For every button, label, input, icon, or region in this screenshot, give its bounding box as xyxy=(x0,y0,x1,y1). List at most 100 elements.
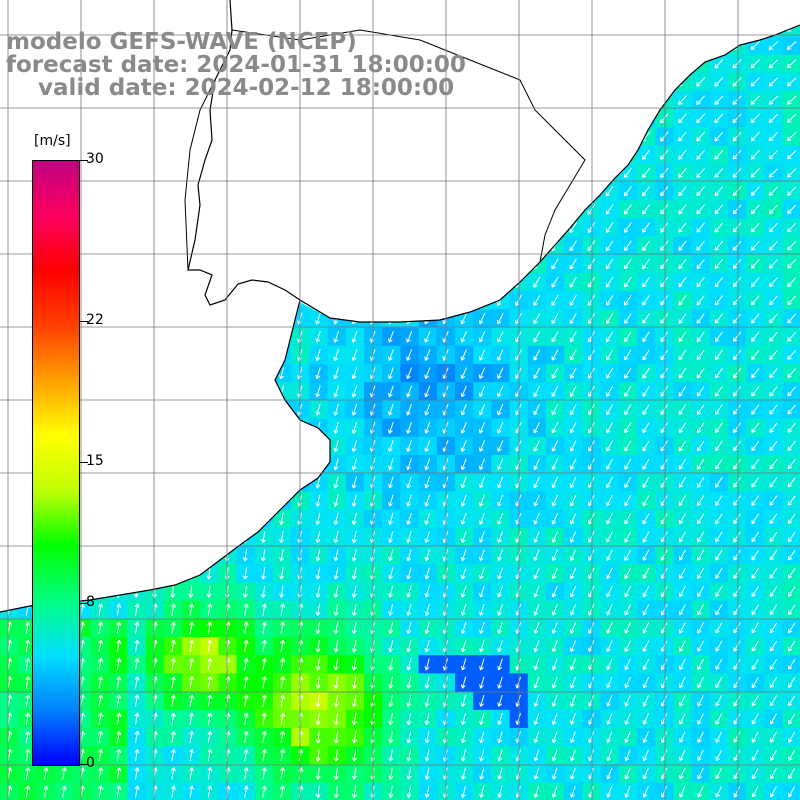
wind-arrow xyxy=(750,240,760,251)
wind-arrow xyxy=(460,349,468,361)
wind-arrow xyxy=(406,785,412,798)
wind-arrow xyxy=(460,403,467,416)
wind-arrow xyxy=(786,59,797,69)
wind-arrow xyxy=(714,77,724,87)
wind-arrow xyxy=(280,785,286,798)
wind-arrow xyxy=(750,95,760,105)
wind-arrow xyxy=(351,549,357,562)
wind-arrow xyxy=(533,440,540,452)
wind-arrow xyxy=(170,712,176,725)
wind-arrow xyxy=(606,676,613,689)
wind-arrow xyxy=(134,694,140,707)
wind-arrow xyxy=(750,150,760,160)
wind-arrow xyxy=(696,404,705,415)
wind-arrow xyxy=(388,512,394,525)
wind-arrow xyxy=(679,731,686,743)
colorbar-unit-label: [m/s] xyxy=(34,133,71,149)
wind-arrow xyxy=(587,331,596,343)
wind-arrow xyxy=(533,585,540,598)
wind-arrow xyxy=(714,386,723,397)
wind-arrow xyxy=(642,367,650,379)
wind-arrow xyxy=(660,440,668,452)
wind-arrow xyxy=(406,330,413,343)
wind-arrow xyxy=(642,676,650,689)
wind-arrow xyxy=(660,476,668,488)
wind-arrow xyxy=(733,604,741,616)
wind-arrow xyxy=(769,422,778,433)
wind-arrow xyxy=(497,731,503,744)
wind-arrow xyxy=(769,386,778,397)
wind-arrow xyxy=(714,331,723,342)
wind-arrow xyxy=(769,513,778,525)
wind-arrow xyxy=(424,512,431,525)
wind-arrow xyxy=(243,712,249,725)
wind-arrow xyxy=(733,622,741,634)
wind-arrow xyxy=(497,785,503,798)
wind-arrow xyxy=(750,259,760,269)
wind-arrow xyxy=(606,458,614,470)
wind-arrow xyxy=(25,767,31,780)
wind-arrow xyxy=(787,640,796,652)
wind-arrow xyxy=(678,258,687,270)
wind-arrow xyxy=(642,585,650,598)
wind-arrow xyxy=(479,658,485,671)
wind-arrow xyxy=(460,367,467,380)
wind-arrow xyxy=(787,568,796,579)
wind-arrow xyxy=(351,603,357,616)
wind-arrow xyxy=(624,476,632,488)
wind-arrow xyxy=(715,749,723,762)
wind-arrow xyxy=(623,222,632,233)
wind-arrow xyxy=(98,694,104,707)
wind-arrow xyxy=(388,694,394,707)
wind-arrow xyxy=(751,786,759,798)
wind-arrow xyxy=(189,676,195,689)
wind-arrow xyxy=(714,313,723,324)
wind-arrow xyxy=(551,749,558,762)
wind-arrow xyxy=(551,385,559,398)
wind-arrow xyxy=(733,567,741,579)
wind-arrow xyxy=(678,349,687,361)
wind-arrow xyxy=(660,640,668,652)
wind-arrow xyxy=(551,676,558,689)
wind-arrow xyxy=(606,785,613,798)
wind-arrow xyxy=(769,622,778,634)
wind-arrow xyxy=(388,549,394,562)
wind-arrow xyxy=(769,658,778,670)
wind-arrow xyxy=(189,658,195,671)
wind-arrow xyxy=(569,713,576,725)
wind-arrow xyxy=(478,331,486,343)
wind-arrow xyxy=(497,676,503,689)
wind-arrow xyxy=(207,730,213,744)
wind-arrow xyxy=(715,477,723,488)
wind-arrow xyxy=(243,658,249,671)
wind-arrow xyxy=(642,385,650,397)
wind-arrow xyxy=(551,331,559,343)
wind-arrow xyxy=(497,422,504,434)
wind-arrow xyxy=(424,367,431,380)
wind-arrow xyxy=(116,658,122,671)
wind-arrow xyxy=(116,621,122,634)
wind-arrow xyxy=(697,567,705,579)
wind-arrow xyxy=(406,621,412,635)
wind-arrow xyxy=(497,640,503,653)
wind-arrow xyxy=(714,440,723,452)
wind-arrow xyxy=(424,621,430,635)
wind-arrow xyxy=(769,495,778,506)
wind-arrow xyxy=(351,731,357,744)
wind-arrow xyxy=(315,349,321,362)
wind-arrow xyxy=(315,530,321,544)
wind-arrow xyxy=(623,240,632,252)
wind-arrow xyxy=(641,149,651,160)
wind-arrow xyxy=(696,458,705,470)
colorbar xyxy=(32,160,80,766)
wind-arrow xyxy=(551,440,559,452)
wind-arrow xyxy=(406,476,412,489)
wind-arrow xyxy=(388,749,394,762)
wind-arrow xyxy=(134,712,140,725)
wind-arrow xyxy=(642,495,650,507)
wind-arrow xyxy=(788,786,796,798)
wind-arrow xyxy=(642,513,650,525)
wind-arrow xyxy=(351,712,357,726)
wind-arrow xyxy=(642,622,650,634)
